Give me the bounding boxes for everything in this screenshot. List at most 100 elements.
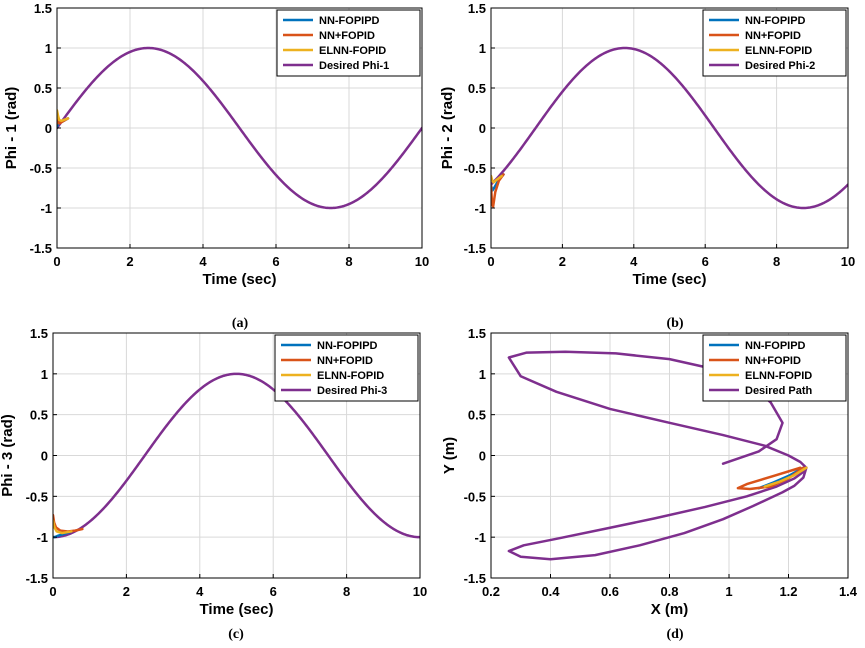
x-tick-label: 0 [53,254,60,269]
x-tick-label: 1 [725,584,732,599]
x-tick-label: 1.4 [839,584,858,599]
y-tick-label: 0 [45,121,52,136]
legend: NN-FOPIPD NN+FOPID ELNN-FOPID Desired Path [702,334,847,402]
y-axis-label: Y (m) [441,437,458,474]
y-tick-label: -1 [40,201,52,216]
x-tick-label: 6 [272,254,279,269]
legend-entry: NN-FOPIPD [745,15,806,27]
legend-entry: Desired Phi-3 [317,385,387,397]
series-line-desired-phi-1 [57,46,422,210]
legend: NN-FOPIPD NN+FOPID ELNN-FOPID Desired Phi-2 [702,9,847,77]
legend-entry: Desired Path [745,385,813,397]
x-axis-label: Time (sec) [200,601,274,618]
legend-entry: NN-FOPIPD [319,15,380,27]
x-axis-label: Time (sec) [203,271,277,288]
x-axis-label: Time (sec) [633,271,707,288]
series-line-desired-phi-3 [53,372,420,539]
x-tick-label: 6 [270,584,277,599]
legend-entry: NN-FOPIPD [745,340,806,352]
y-tick-label: 0.5 [468,81,486,96]
x-tick-label: 0.6 [601,584,619,599]
x-tick-label: 0.2 [482,584,500,599]
y-tick-label: 0 [479,121,486,136]
y-tick-label: 1.5 [468,1,486,16]
x-tick-label: 8 [343,584,350,599]
series-line-elnn-fopid [53,519,73,535]
y-tick-label: -1.5 [26,571,48,586]
subplot-caption: (a) [232,316,249,331]
legend-entry: ELNN-FOPID [745,45,812,57]
y-axis-label: Phi - 2 (rad) [439,87,456,170]
legend-entry: NN+FOPID [319,30,375,42]
y-tick-label: -0.5 [30,161,52,176]
y-tick-label: -1 [474,201,486,216]
y-tick-label: 1 [41,367,48,382]
subplot-caption: (b) [666,316,683,331]
y-tick-label: 0.5 [34,81,52,96]
x-tick-label: 4 [199,254,207,269]
legend: NN-FOPIPD NN+FOPID ELNN-FOPID Desired Phi-1 [276,9,421,77]
legend-entry: ELNN-FOPID [319,45,386,57]
series-line-desired-path [507,466,808,561]
legend-entry: NN+FOPID [317,355,373,367]
series-line-nn-fopid [491,173,505,208]
y-axis-label: Phi - 3 (rad) [0,414,16,497]
x-tick-label: 10 [413,584,427,599]
x-tick-label: 8 [773,254,780,269]
y-tick-label: -1.5 [30,241,52,256]
x-tick-label: 4 [630,254,638,269]
series-group [491,46,848,210]
subplot-caption: (d) [666,627,683,642]
subplot-c: 0 2 4 6 8 10 -1.5 -1 -0.5 0 0.5 1 1.5 Time (sec) Phi -… [0,326,427,642]
y-tick-label: -0.5 [464,161,486,176]
series-group [57,46,422,210]
legend-entry: Desired Phi-1 [319,60,389,72]
series-line-elnn-fopid [57,109,70,123]
y-tick-label: 0 [479,449,486,464]
y-tick-label: 1 [45,41,52,56]
x-tick-label: 0 [487,254,494,269]
y-tick-label: -0.5 [464,489,486,504]
y-axis-label: Phi - 1 (rad) [3,87,20,170]
x-tick-label: 2 [123,584,130,599]
legend-entry: ELNN-FOPID [745,370,812,382]
y-tick-label: 0 [41,449,48,464]
y-tick-label: 0.5 [30,408,48,423]
y-tick-label: 1.5 [34,1,52,16]
y-tick-label: 0.5 [468,408,486,423]
x-tick-label: 8 [345,254,352,269]
legend-entry: NN+FOPID [745,30,801,42]
y-tick-label: -1 [36,530,48,545]
legend-entry: ELNN-FOPID [317,370,384,382]
y-tick-label: -1.5 [464,241,486,256]
x-tick-label: 2 [559,254,566,269]
y-tick-label: 1 [479,41,486,56]
y-tick-label: -1 [474,530,486,545]
x-tick-label: 10 [415,254,429,269]
x-tick-label: 10 [841,254,855,269]
y-tick-label: -1.5 [464,571,486,586]
legend: NN-FOPIPD NN+FOPID ELNN-FOPID Desired Phi-3 [274,334,419,402]
subplot-a: 0 2 4 6 8 10 -1.5 -1 -0.5 0 0.5 1 1.5 Time (sec) Phi -… [3,1,429,331]
series-group [53,372,420,539]
series-line-elnn-fopid [763,466,808,488]
x-tick-label: 4 [196,584,204,599]
legend-entry: Desired Phi-2 [745,60,815,72]
series-line-desired-phi-2 [491,46,848,210]
subplot-b: 0 2 4 6 8 10 -1.5 -1 -0.5 0 0.5 1 1.5 Time (sec) Phi -… [439,1,855,331]
x-tick-label: 0.8 [660,584,678,599]
series-line-desired-path-upper-loop- [507,350,808,469]
y-tick-label: -0.5 [26,489,48,504]
series-group [507,350,808,561]
series-line-elnn-fopid [491,174,503,184]
x-tick-label: 0 [49,584,56,599]
subplot-d: 0.2 0.4 0.6 0.8 1 1.2 1.4 -1.5 -1 -0.5 0 0.5 1 1.5 X (… [441,326,858,642]
x-tick-label: 1.2 [779,584,797,599]
x-tick-label: 2 [126,254,133,269]
subplot-caption: (c) [228,627,244,642]
x-tick-label: 6 [702,254,709,269]
y-tick-label: 1.5 [30,326,48,341]
legend-entry: NN+FOPID [745,355,801,367]
x-tick-label: 0.4 [541,584,560,599]
